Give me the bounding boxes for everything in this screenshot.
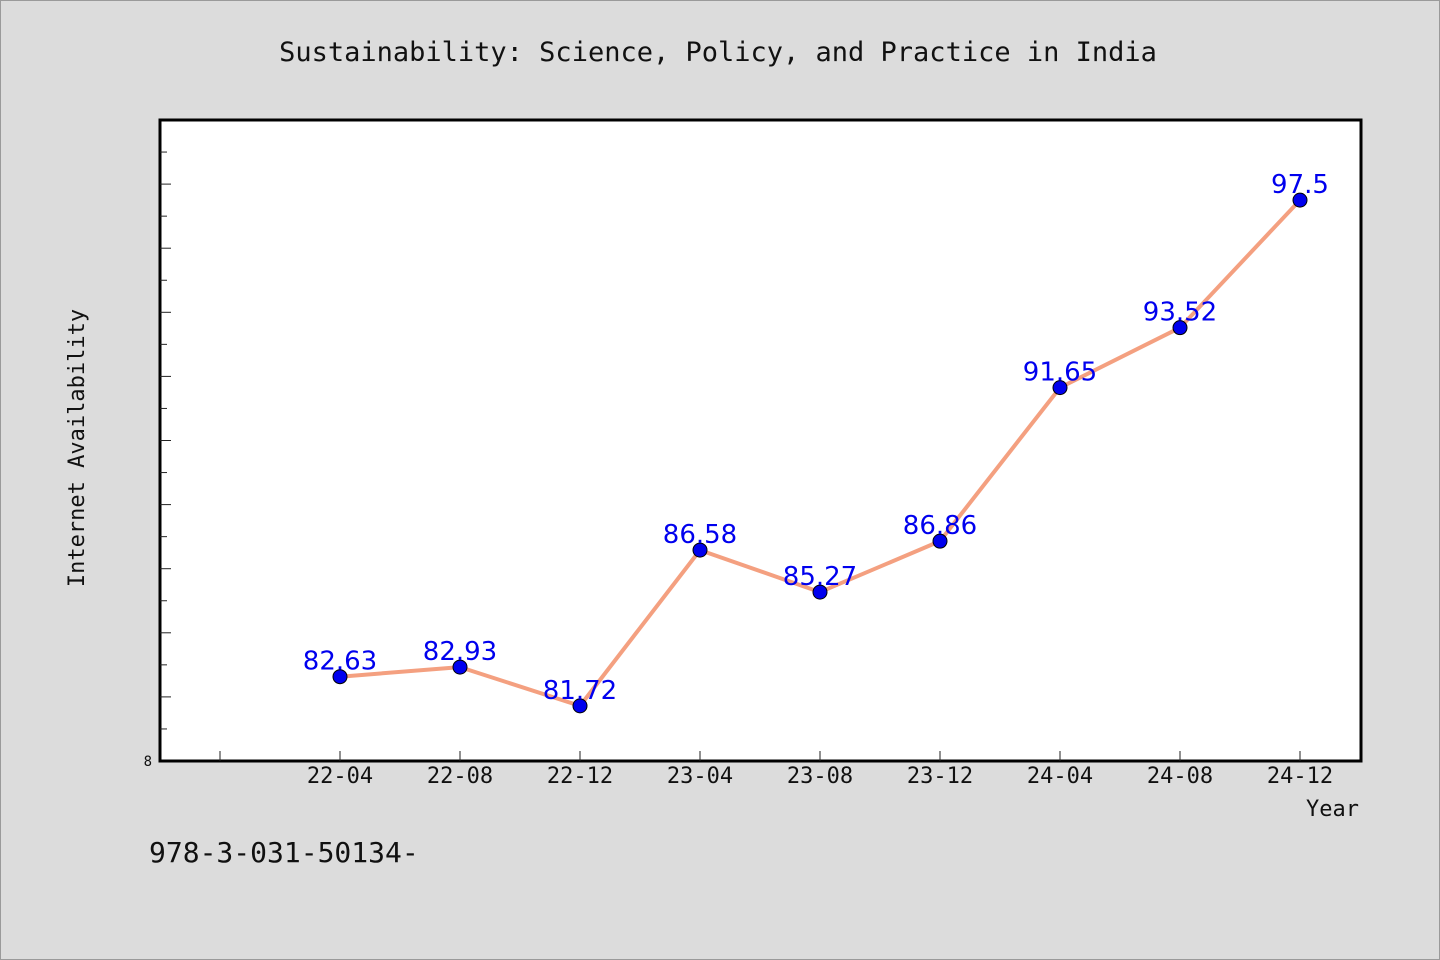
data-point: [1172, 320, 1188, 336]
x-tick-label: 24-08: [1147, 764, 1213, 789]
data-label: 82.63: [303, 647, 377, 677]
x-tick-label: 22-08: [427, 764, 493, 789]
data-label: 85.27: [783, 562, 857, 592]
x-axis-label: Year: [1306, 797, 1359, 822]
footnote-isbn: 978-3-031-50134-: [149, 836, 419, 869]
x-tick-label: 24-04: [1027, 764, 1093, 789]
y-tick-label: 8: [144, 754, 152, 770]
data-label-group: 82.63 82.93 81.72 86.58 85.27 86.86 91.65 93.52…: [303, 170, 1329, 706]
data-label: 81.72: [543, 676, 617, 706]
series-line-group: [332, 192, 1308, 714]
data-point: [572, 698, 588, 714]
data-label: 86.58: [663, 520, 737, 550]
x-tick-label: 23-12: [907, 764, 973, 789]
x-tick-label: 23-04: [667, 764, 733, 789]
plot-area: [158, 118, 1363, 763]
data-point: [932, 533, 948, 549]
axis-ticks: 8 22-04 22-08 22-12 23-04 23-08 23-12 24-04 24-0…: [144, 151, 1333, 789]
data-point: [1292, 192, 1308, 208]
data-point: [1052, 380, 1068, 396]
data-label: 82.93: [423, 637, 497, 667]
data-label: 91.65: [1023, 358, 1097, 388]
y-axis-label: Internet Availability: [65, 309, 90, 587]
data-point: [692, 542, 708, 558]
x-tick-label: 23-08: [787, 764, 853, 789]
data-label: 93.52: [1143, 298, 1217, 328]
chart-title: Sustainability: Science, Policy, and Pra…: [279, 37, 1157, 68]
x-tick-label: 22-04: [307, 764, 373, 789]
data-label: 97.5: [1271, 170, 1329, 200]
data-label: 86.86: [903, 511, 977, 541]
data-point: [452, 659, 468, 675]
data-point: [332, 669, 348, 685]
x-tick-label: 24-12: [1267, 764, 1333, 789]
data-point: [812, 584, 828, 600]
x-tick-label: 22-12: [547, 764, 613, 789]
